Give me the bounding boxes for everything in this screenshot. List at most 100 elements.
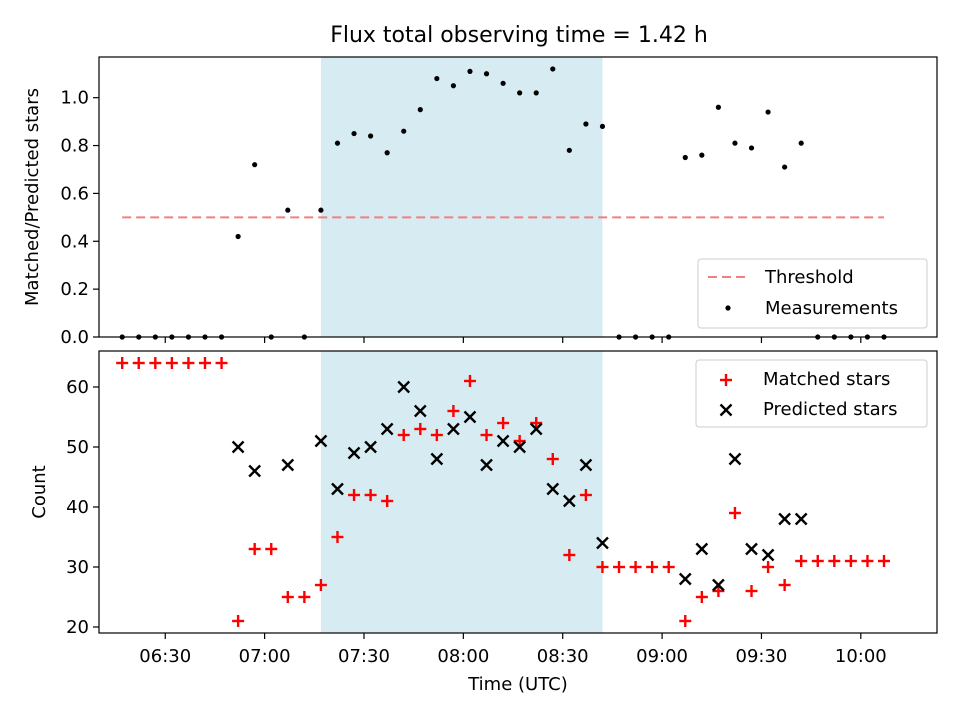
matched-star-point: [828, 555, 841, 567]
matched-star-point: [447, 405, 460, 417]
measurement-point: [235, 233, 241, 240]
predicted-star-point: [314, 434, 328, 448]
matched-star-point: [811, 555, 824, 567]
legend-measurements-label: Measurements: [765, 298, 898, 319]
legend-matched-label: Matched stars: [763, 369, 890, 390]
measurement-point: [765, 109, 771, 115]
measurement-point: [550, 66, 556, 72]
predicted-stars-series: [231, 380, 808, 592]
count-panel: 20 30 40 50 60 06:30 07:00 07:30 08:00 08:30 09:0…: [29, 350, 938, 695]
measurement-point: [401, 128, 407, 134]
matched-star-point: [513, 435, 526, 447]
matched-star-point: [348, 489, 361, 501]
observing-span: [320, 351, 603, 633]
legend-matched-swatch: [720, 374, 732, 386]
measurement-point: [434, 75, 440, 82]
matched-star-point: [579, 489, 592, 501]
matched-star-point: [248, 543, 261, 555]
measurement-point: [467, 68, 473, 74]
xtick-label: 10:00: [835, 646, 887, 667]
predicted-star-point: [480, 458, 493, 472]
measurement-point: [517, 90, 523, 96]
ratio-ytick-label: 0.2: [60, 279, 89, 300]
predicted-star-point: [546, 482, 560, 496]
legend-predicted-marker: [719, 403, 733, 417]
matched-star-point: [646, 561, 659, 573]
predicted-star-point: [761, 548, 775, 562]
matched-star-point: [198, 357, 211, 369]
predicted-star-point: [529, 422, 543, 436]
measurement-point: [384, 150, 390, 156]
predicted-star-point: [248, 464, 262, 478]
predicted-star-point: [794, 512, 808, 526]
matched-star-point: [795, 555, 808, 567]
predicted-star-point: [463, 410, 477, 424]
xtick-label: 07:30: [338, 646, 390, 667]
matched-star-point: [182, 357, 195, 369]
ratio-plot-frame: [98, 56, 938, 338]
matched-star-point: [331, 531, 344, 543]
ratio-legend-box: [697, 258, 928, 329]
measurement-point: [732, 140, 738, 146]
matched-star-point: [165, 357, 178, 369]
count-ytick-label: 20: [66, 617, 89, 638]
count-y-label: Count: [29, 465, 50, 518]
matched-star-point: [596, 561, 609, 573]
matched-star-point: [281, 591, 294, 603]
matched-star-point: [844, 555, 857, 567]
matched-star-point: [298, 591, 311, 603]
matched-star-point: [463, 375, 476, 387]
measurement-point: [782, 164, 788, 170]
matched-star-point: [215, 357, 228, 369]
ratio-ytick-label: 0.8: [60, 136, 89, 157]
measurement-point: [715, 104, 721, 110]
measurement-point: [483, 71, 490, 77]
measurement-point: [368, 133, 374, 139]
measurement-point: [533, 90, 539, 96]
matched-star-point: [613, 561, 626, 573]
measurement-point: [699, 152, 705, 158]
measurement-point: [318, 207, 324, 213]
ratio-x-ticks: [164, 337, 862, 343]
count-plot-frame: [98, 350, 938, 634]
matched-star-point: [381, 495, 394, 507]
count-ytick-label: 40: [66, 497, 89, 518]
matched-star-point: [762, 561, 775, 573]
measurement-point: [682, 154, 688, 161]
ratio-ytick-label: 1.0: [60, 88, 89, 109]
measurement-point: [285, 207, 291, 213]
ratio-legend: Threshold Measurements: [697, 258, 928, 329]
predicted-star-point: [596, 536, 609, 550]
predicted-star-point: [380, 422, 394, 436]
predicted-star-point: [413, 404, 427, 418]
measurement-point: [566, 147, 572, 153]
measurement-point: [252, 162, 258, 168]
predicted-star-point: [397, 380, 411, 394]
matched-star-point: [728, 507, 741, 519]
measurement-point: [748, 145, 755, 151]
ratio-ytick-label: 0.6: [60, 183, 89, 204]
matched-star-point: [745, 585, 758, 597]
predicted-star-point: [695, 542, 709, 556]
predicted-star-point: [347, 446, 361, 460]
legend-predicted-swatch: [719, 403, 733, 417]
predicted-star-point: [745, 542, 758, 556]
legend-measurements-swatch: [725, 305, 731, 311]
legend-matched-marker: [720, 374, 732, 386]
legend-threshold-label: Threshold: [764, 267, 854, 288]
predicted-star-point: [430, 452, 444, 466]
matched-star-point: [397, 429, 410, 441]
predicted-star-point: [281, 458, 295, 472]
ratio-ytick-label: 0.0: [60, 327, 89, 348]
matched-star-point: [480, 429, 493, 441]
count-y-axis: 20 30 40 50 60: [66, 377, 99, 638]
predicted-star-point: [778, 512, 791, 526]
matched-star-point: [629, 561, 642, 573]
count-legend-box: [695, 359, 928, 428]
count-legend: Matched stars Predicted stars: [695, 359, 928, 428]
observing-span: [320, 57, 603, 337]
predicted-star-point: [562, 494, 576, 508]
ratio-y-axis: 0.0 0.2 0.4 0.6 0.8 1.0: [60, 88, 99, 348]
matched-star-point: [314, 579, 327, 591]
predicted-star-point: [231, 440, 245, 454]
